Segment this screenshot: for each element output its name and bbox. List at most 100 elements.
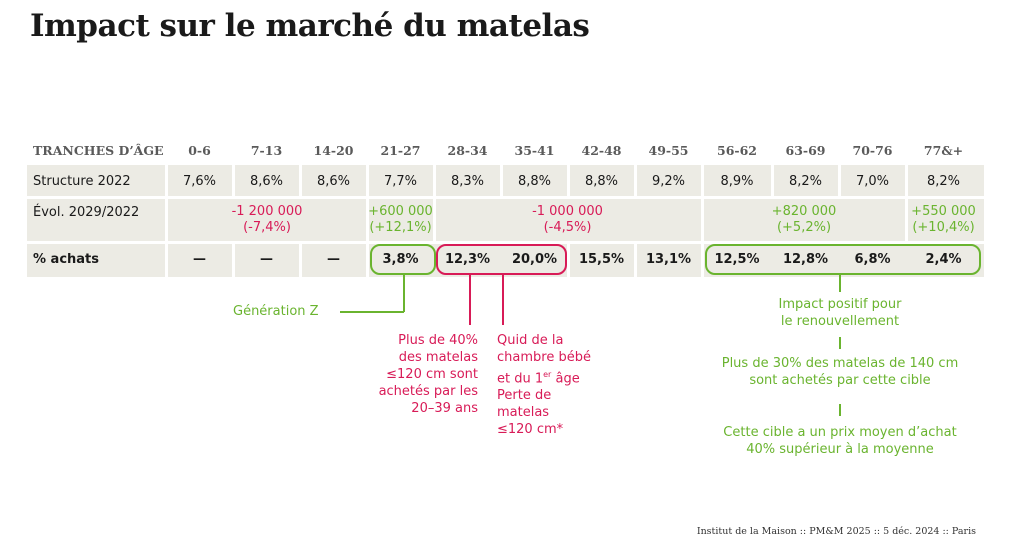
evolution-percent: (+12,1%)	[369, 220, 432, 235]
annotation-line: Cette cible a un prix moyen d’achat	[723, 425, 957, 440]
annotation-line: Quid de la	[497, 333, 564, 348]
achats-cell: —	[193, 252, 206, 267]
green-connector-1	[839, 275, 841, 292]
structure-cell: 7,6%	[182, 173, 217, 189]
green-annotation-3: Cette cible a un prix moyen d’achat 40% …	[685, 424, 995, 458]
evolution-percent: (+10,4%)	[912, 220, 975, 235]
column-divider	[701, 196, 704, 244]
structure-cell: 7,0%	[855, 173, 890, 189]
red-annotation-1: Plus de 40% des matelas ≤120 cm sont ach…	[346, 332, 478, 417]
annotation-line: ≤120 cm*	[497, 422, 564, 438]
evolution-group: +600 000 (+12,1%)	[367, 204, 434, 236]
annotation-text: âge	[551, 371, 580, 387]
structure-cell: 8,2%	[926, 173, 961, 189]
achats-row-label: % achats	[33, 252, 100, 267]
age-header: 70-76	[852, 143, 893, 158]
genz-highlight-box	[370, 244, 436, 275]
achats-cell: 13,1%	[645, 252, 692, 267]
structure-cell: 8,9%	[720, 173, 754, 189]
column-divider	[500, 165, 503, 197]
annotation-line: Plus de 40%	[398, 333, 478, 348]
evolution-row-label: Évol. 2029/2022	[33, 204, 140, 220]
structure-cell: 7,7%	[383, 173, 418, 189]
age-header: 49-55	[648, 143, 689, 158]
achats-cell: 15,5%	[578, 252, 625, 267]
evolution-value: -1 200 000	[231, 204, 303, 219]
annotation-line: matelas	[497, 405, 550, 421]
evolution-group: -1 000 000 (-4,5%)	[434, 204, 701, 236]
annotation-line: Impact positif pour	[778, 297, 902, 312]
row-divider	[27, 241, 984, 244]
column-divider	[433, 165, 436, 197]
column-divider	[165, 165, 168, 197]
structure-cell: 8,2%	[788, 173, 823, 189]
achats-cell: 12,5%	[714, 252, 760, 267]
column-divider	[165, 196, 168, 244]
evolution-percent: (-4,5%)	[543, 220, 592, 235]
column-divider	[366, 165, 369, 197]
age-header: 0-6	[188, 143, 211, 158]
genz-connector	[403, 275, 405, 312]
green-annotation-2: Plus de 30% des matelas de 140 cm sont a…	[690, 355, 990, 389]
evolution-value: -1 000 000	[532, 204, 603, 219]
red-connector-2	[502, 275, 504, 325]
annotation-line: 20–39 ans	[411, 401, 478, 416]
page-title: Impact sur le marché du matelas	[30, 8, 590, 44]
annotation-line: ≤120 cm sont	[386, 367, 478, 382]
age-header: 56-62	[717, 143, 757, 158]
column-divider	[433, 196, 436, 244]
evolution-group: +820 000 (+5,2%)	[702, 204, 906, 236]
senior-highlight-box	[705, 244, 981, 275]
annotation-line: achetés par les	[378, 384, 478, 399]
achats-cell: 12,8%	[782, 252, 829, 267]
column-divider	[905, 196, 908, 244]
age-header: 7-13	[250, 143, 283, 158]
age-header: 42-48	[581, 143, 622, 158]
column-divider	[567, 165, 570, 197]
column-divider	[701, 165, 704, 197]
achats-cell: 3,8%	[382, 252, 419, 267]
achats-cell: 6,8%	[854, 252, 891, 267]
green-connector-2	[839, 337, 841, 349]
column-divider	[299, 165, 302, 197]
column-divider	[232, 241, 235, 277]
green-annotation-1: Impact positif pour le renouvellement	[690, 296, 990, 330]
age-header: 21-27	[380, 143, 421, 158]
column-divider	[232, 165, 235, 197]
red-highlight-box	[436, 244, 567, 275]
annotation-line: Plus de 30% des matelas de 140 cm	[721, 356, 959, 371]
achats-cell: —	[327, 252, 340, 267]
evolution-percent: (-7,4%)	[243, 220, 291, 235]
annotation-line: sont achetés par cette cible	[749, 373, 931, 388]
structure-row-label: Structure 2022	[33, 173, 131, 189]
row-divider	[27, 196, 984, 199]
column-divider	[567, 241, 570, 277]
achats-cell: 20,0%	[511, 252, 558, 267]
column-divider	[634, 241, 637, 277]
structure-cell: 8,8%	[584, 173, 619, 189]
structure-cell: 8,6%	[316, 173, 351, 189]
age-header: 14-20	[313, 143, 354, 158]
age-header-label: TRANCHES D’ÂGE	[33, 143, 164, 158]
footer-credit: Institut de la Maison :: PM&M 2025 :: 5 …	[696, 526, 976, 537]
evolution-value: +820 000	[771, 204, 837, 219]
evolution-group: -1 200 000 (-7,4%)	[168, 204, 366, 236]
structure-cell: 8,3%	[450, 173, 485, 189]
age-header: 35-41	[514, 143, 555, 158]
annotation-text: et du 1	[497, 371, 544, 387]
red-connector-1	[469, 275, 471, 325]
annotation-line: chambre bébé	[497, 350, 591, 365]
green-connector-3	[839, 404, 841, 416]
age-header: 77&+	[923, 143, 964, 158]
red-annotation-2: Quid de la chambre bébé et du 1er âge Pe…	[497, 332, 627, 438]
annotation-superscript: er	[543, 370, 552, 379]
evolution-group: +550 000 (+10,4%)	[906, 204, 981, 236]
achats-cell: 12,3%	[444, 252, 491, 267]
structure-cell: 9,2%	[651, 173, 686, 189]
structure-cell: 8,6%	[249, 173, 284, 189]
column-divider	[701, 241, 704, 277]
annotation-line: le renouvellement	[780, 314, 900, 329]
column-divider	[634, 165, 637, 197]
column-divider	[905, 165, 908, 197]
age-header: 28-34	[447, 143, 488, 158]
